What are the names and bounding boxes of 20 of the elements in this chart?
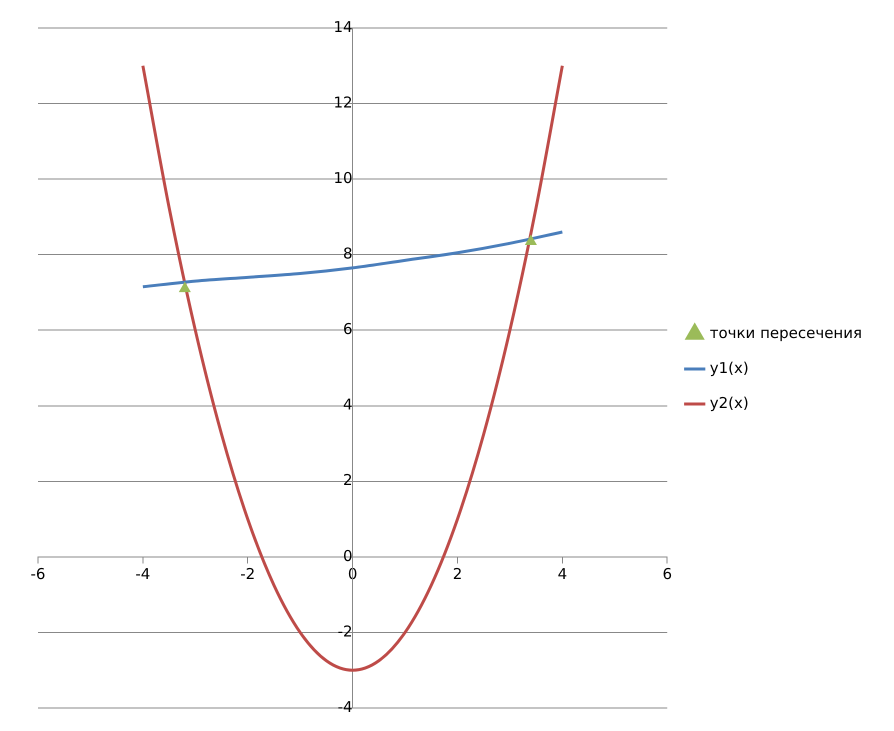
y-tick-label: 10 bbox=[334, 169, 353, 187]
y-tick-label: 6 bbox=[343, 320, 353, 338]
y-tick-label: -4 bbox=[338, 698, 353, 716]
y-tick-label: -2 bbox=[338, 622, 353, 640]
y-tick-label: 4 bbox=[343, 396, 353, 414]
x-tick-label: -2 bbox=[240, 564, 256, 583]
y-tick-label: 0 bbox=[343, 546, 353, 565]
x-tick-label: 2 bbox=[452, 564, 462, 583]
x-tick-label: 6 bbox=[662, 564, 672, 583]
y-tick-label: 12 bbox=[334, 93, 353, 112]
y-tick-label: 2 bbox=[343, 471, 353, 490]
legend-label: y2(x) bbox=[710, 394, 749, 412]
x-tick-label: -4 bbox=[135, 564, 150, 583]
x-tick-label: 4 bbox=[558, 564, 568, 583]
x-tick-label: -6 bbox=[30, 564, 46, 583]
y-tick-label: 14 bbox=[334, 18, 353, 36]
line-series bbox=[141, 230, 564, 288]
legend-label: y1(x) bbox=[710, 358, 749, 377]
y-tick-label: 8 bbox=[343, 244, 353, 263]
legend-label: точки пересечения bbox=[710, 324, 862, 342]
